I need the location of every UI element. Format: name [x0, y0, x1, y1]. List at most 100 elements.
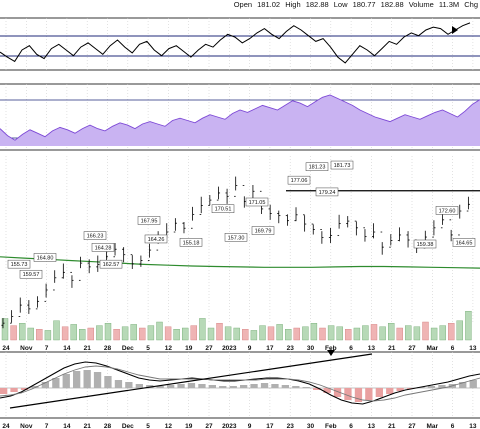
volume-bar	[199, 318, 206, 341]
macd-histogram-bar	[187, 383, 196, 388]
price-x-tick-label: 19	[185, 345, 193, 352]
price-x-tick-label: 13	[368, 345, 376, 352]
macd-histogram-bar	[177, 384, 185, 388]
macd-histogram-bar	[146, 385, 154, 388]
arrow-down-icon	[327, 350, 335, 356]
volume-bar	[1, 318, 9, 341]
volume-bar	[216, 323, 223, 341]
macd-histogram-bar	[386, 388, 394, 394]
volume-bar	[190, 325, 198, 341]
middle-indicator-area	[0, 95, 480, 146]
volume-bar	[345, 329, 352, 341]
price-annotation-box	[19, 269, 43, 279]
macd-x-tick-label: Mar	[427, 423, 439, 429]
high-value: 182.88	[305, 0, 329, 9]
macd-histogram-bar	[323, 388, 331, 393]
macd-histogram-bar	[333, 388, 342, 397]
volume-bar	[233, 327, 240, 341]
volume-bar	[78, 329, 86, 341]
price-x-tick-label: Mar	[427, 345, 439, 352]
price-annotation-box	[287, 175, 311, 185]
price-annotation-box	[211, 204, 235, 213]
volume-bar	[164, 326, 172, 341]
macd-histogram-bar	[20, 388, 29, 390]
price-x-tick-label: 2023	[222, 345, 237, 352]
macd-x-tick-label: 13	[469, 423, 477, 429]
price-x-tick-label: 7	[45, 345, 49, 352]
price-annotation-label: 164.65	[456, 240, 473, 246]
macd-x-tick-label: 19	[185, 423, 193, 429]
moving-average-line	[0, 256, 480, 269]
low-label: Low	[333, 0, 348, 9]
price-x-tick-label: 6	[349, 345, 353, 352]
volume-bar	[156, 321, 163, 341]
price-annotation-box	[7, 259, 31, 269]
macd-histogram-bar	[156, 386, 164, 388]
macd-histogram-bar	[427, 386, 436, 388]
price-x-tick-label: 24	[2, 345, 10, 352]
macd-x-tick-label: 30	[307, 423, 315, 429]
volume-bar	[353, 327, 361, 341]
volume-bar	[27, 327, 34, 341]
volume-bar	[285, 329, 292, 341]
macd-x-tick-label: 14	[63, 423, 71, 429]
volume-bar	[310, 323, 318, 341]
price-annotation-label: 155.73	[11, 262, 28, 268]
macd-histogram-bar	[0, 388, 8, 394]
price-annotation-label: 164.26	[148, 237, 165, 243]
volume-bar	[121, 326, 129, 341]
price-annotation-box	[91, 243, 115, 252]
volume-bar	[96, 325, 103, 341]
volume-bar	[139, 327, 146, 341]
macd-x-tick-label: 21	[388, 423, 396, 429]
price-annotation-box	[99, 259, 123, 269]
price-annotation-box	[33, 253, 57, 262]
price-annotation-label: 162.57	[103, 262, 120, 268]
macd-x-tick-label: 12	[165, 423, 173, 429]
volume-bar	[87, 327, 95, 341]
price-annotation-label: 164.80	[37, 255, 54, 261]
volume-bar	[44, 330, 52, 341]
volume-bar	[173, 329, 180, 341]
volume-bar	[465, 311, 472, 341]
price-annotation-box	[251, 226, 275, 235]
price-x-tick-label: Dec	[122, 345, 134, 352]
price-x-tick-label: Feb	[325, 345, 337, 352]
volume-bar	[61, 326, 69, 341]
macd-x-tick-label: 17	[266, 423, 274, 429]
macd-histogram-bar	[125, 382, 133, 388]
price-x-tick-label: 6	[451, 345, 455, 352]
macd-histogram-bar	[198, 384, 206, 388]
arrow-right-icon	[452, 26, 458, 34]
price-annotation-label: 181.23	[309, 165, 326, 171]
price-x-tick-label: 30	[307, 345, 315, 352]
macd-histogram-bar	[302, 387, 310, 388]
price-x-tick-label: 27	[408, 345, 416, 352]
macd-x-tick-label: 2023	[222, 423, 237, 429]
macd-histogram-bar	[104, 376, 112, 388]
macd-histogram-bar	[365, 388, 373, 400]
macd-histogram-bar	[354, 388, 363, 402]
price-annotation-box	[179, 238, 203, 247]
chg-label: Chg	[464, 0, 478, 9]
close-value: 182.88	[380, 0, 404, 9]
quote-header: Open 181.02 High 182.88 Low 180.77 182.8…	[231, 0, 478, 9]
volume-bar	[70, 324, 77, 341]
macd-x-tick-label: 13	[368, 423, 376, 429]
volume-bar	[439, 325, 446, 341]
volume-bar	[224, 326, 232, 341]
volume-bar	[113, 329, 120, 341]
price-annotation-label: 157.30	[228, 235, 245, 241]
volume-bar	[250, 330, 258, 341]
macd-histogram-bar	[208, 385, 216, 388]
volume-value: 11.3M	[438, 0, 460, 9]
volume-bar	[379, 326, 386, 341]
volume-bar	[242, 329, 249, 341]
macd-x-tick-label: Dec	[122, 423, 134, 429]
macd-histogram-bar	[10, 388, 18, 392]
price-x-tick-label: 27	[205, 345, 213, 352]
macd-x-tick-label: Feb	[325, 423, 337, 429]
price-annotation-label: 181.73	[334, 163, 351, 169]
price-annotation-box	[144, 234, 168, 244]
macd-x-tick-label: 21	[84, 423, 92, 429]
